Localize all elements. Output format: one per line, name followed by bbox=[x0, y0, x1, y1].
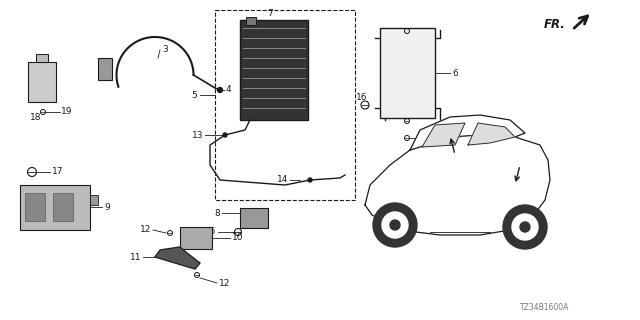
Bar bbox=[240, 208, 268, 228]
Bar bbox=[380, 28, 435, 118]
Circle shape bbox=[520, 222, 530, 232]
Text: 9: 9 bbox=[104, 203, 109, 212]
Text: 12: 12 bbox=[452, 133, 463, 142]
Bar bbox=[180, 227, 212, 249]
Circle shape bbox=[503, 205, 547, 249]
Text: 18: 18 bbox=[30, 113, 42, 122]
Circle shape bbox=[373, 203, 417, 247]
Text: 14: 14 bbox=[276, 175, 288, 185]
Polygon shape bbox=[365, 135, 550, 235]
Circle shape bbox=[218, 87, 223, 92]
Circle shape bbox=[308, 178, 312, 182]
Bar bbox=[25, 193, 45, 221]
Polygon shape bbox=[468, 123, 515, 145]
Polygon shape bbox=[155, 247, 200, 269]
Circle shape bbox=[512, 214, 538, 240]
Circle shape bbox=[390, 220, 400, 230]
Text: 19: 19 bbox=[61, 108, 72, 116]
Text: 5: 5 bbox=[191, 91, 197, 100]
Text: 7: 7 bbox=[267, 9, 273, 18]
Bar bbox=[90, 195, 98, 205]
Bar bbox=[246, 17, 256, 25]
Circle shape bbox=[223, 133, 227, 137]
Polygon shape bbox=[410, 115, 525, 150]
Text: TZ34B1600A: TZ34B1600A bbox=[520, 303, 570, 313]
Text: 8: 8 bbox=[214, 209, 220, 218]
Bar bbox=[53, 193, 73, 221]
Text: 12: 12 bbox=[219, 278, 230, 287]
Text: 16: 16 bbox=[356, 92, 368, 101]
Bar bbox=[36, 54, 48, 62]
Text: FR.: FR. bbox=[543, 18, 565, 30]
Text: 15: 15 bbox=[205, 228, 216, 236]
Text: 3: 3 bbox=[162, 44, 168, 53]
Text: 10: 10 bbox=[232, 234, 243, 243]
Text: 12: 12 bbox=[140, 226, 151, 235]
Bar bbox=[215, 10, 355, 200]
Text: 11: 11 bbox=[129, 252, 141, 261]
Text: 6: 6 bbox=[452, 68, 458, 77]
Polygon shape bbox=[422, 123, 465, 147]
Bar bbox=[28, 62, 56, 102]
Bar bbox=[240, 20, 308, 120]
Text: 13: 13 bbox=[191, 131, 203, 140]
Circle shape bbox=[382, 212, 408, 238]
Bar bbox=[20, 185, 90, 230]
Bar bbox=[98, 58, 112, 80]
Text: 17: 17 bbox=[52, 167, 63, 177]
Text: 4: 4 bbox=[226, 85, 232, 94]
